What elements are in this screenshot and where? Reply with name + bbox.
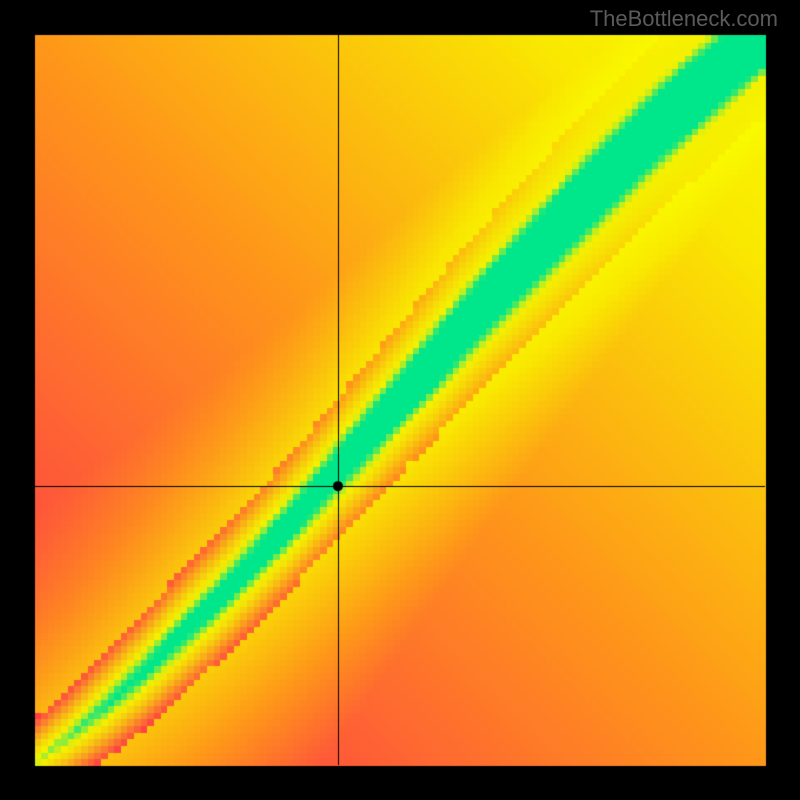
chart-container: TheBottleneck.com [0,0,800,800]
watermark-text: TheBottleneck.com [590,6,778,32]
bottleneck-heatmap [0,0,800,800]
